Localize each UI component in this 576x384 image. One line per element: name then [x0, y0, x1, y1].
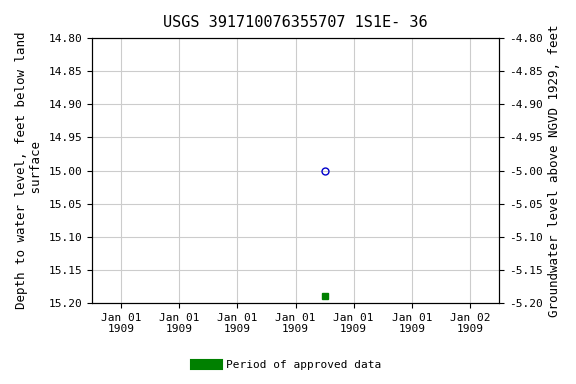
Y-axis label: Groundwater level above NGVD 1929, feet: Groundwater level above NGVD 1929, feet [548, 24, 561, 317]
Title: USGS 391710076355707 1S1E- 36: USGS 391710076355707 1S1E- 36 [163, 15, 428, 30]
Y-axis label: Depth to water level, feet below land
 surface: Depth to water level, feet below land su… [15, 32, 43, 310]
Legend: Period of approved data: Period of approved data [191, 356, 385, 375]
